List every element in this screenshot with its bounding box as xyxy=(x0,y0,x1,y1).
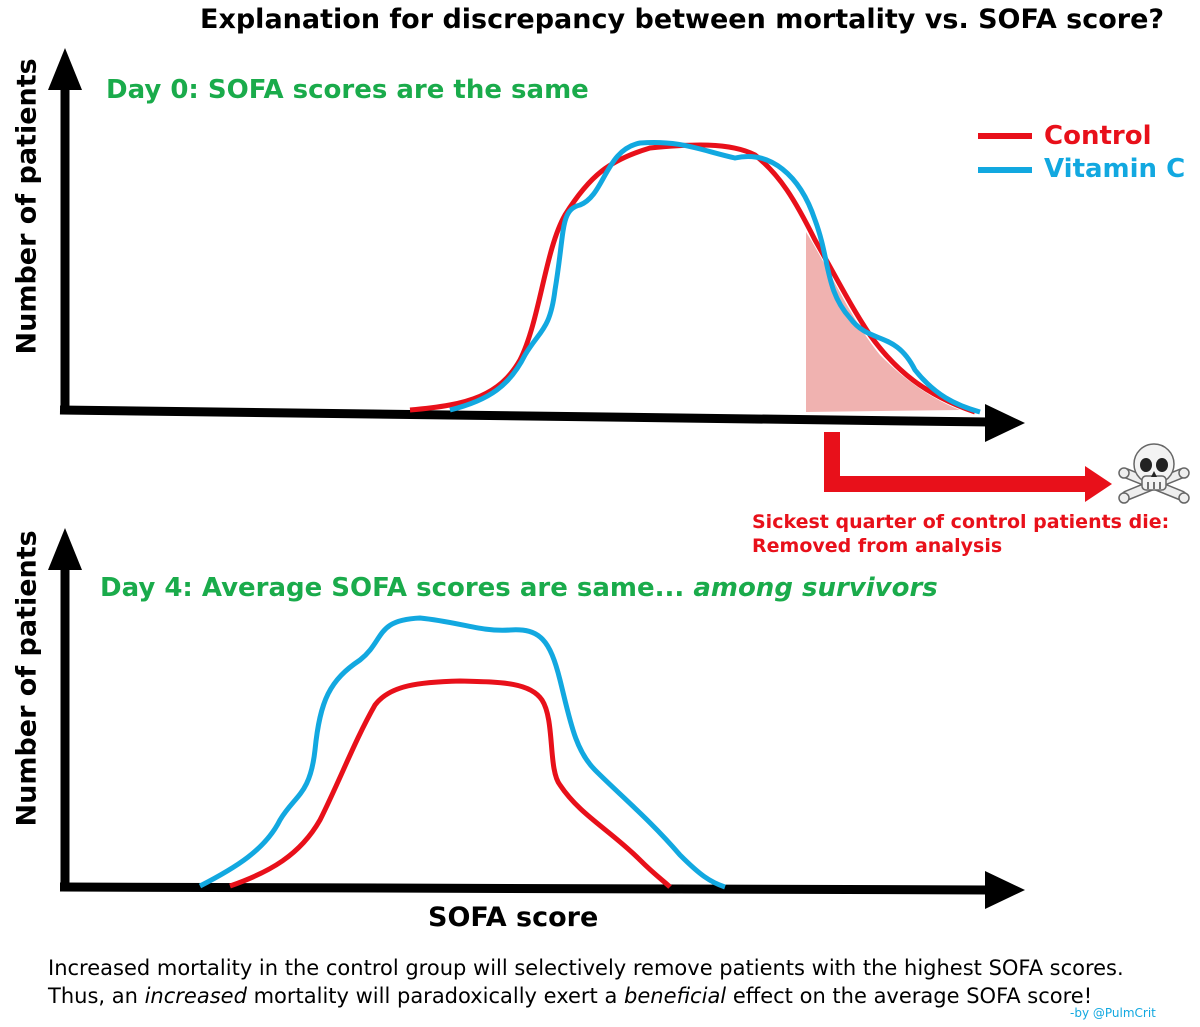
footer-line2-beneficial: beneficial xyxy=(624,984,727,1008)
footer-line1: Increased mortality in the control group… xyxy=(48,956,1124,980)
day4-label-main: Day 4: Average SOFA scores are same... xyxy=(100,573,694,603)
skull-and-crossbones-icon xyxy=(1118,443,1190,504)
bottom-vitamin-c-curve xyxy=(198,615,726,890)
death-note-line2: Removed from analysis xyxy=(752,535,1003,557)
day0-label: Day 0: SOFA scores are the same xyxy=(106,75,589,105)
legend-vitamin-c-label: Vitamin C xyxy=(1044,154,1186,184)
bottom-chart-axes xyxy=(48,528,1025,909)
day4-label: Day 4: Average SOFA scores are same... a… xyxy=(100,573,938,603)
top-vitamin-c-curve xyxy=(449,139,981,415)
footer-line2-a: Thus, an xyxy=(48,984,145,1008)
bottom-control-curve xyxy=(229,678,672,889)
day4-label-italic: among survivors xyxy=(693,573,938,603)
x-axis-label: SOFA score xyxy=(428,902,599,933)
bottom-y-axis-label: Number of patients xyxy=(11,530,43,827)
author-credit: -by @PulmCrit xyxy=(1070,1006,1156,1020)
footer-line2-c: mortality will paradoxically exert a xyxy=(246,984,625,1008)
death-arrow xyxy=(824,432,1112,502)
top-control-curve xyxy=(409,142,976,415)
footer-line2-e: effect on the average SOFA score! xyxy=(726,984,1093,1008)
footer-line2-increased: increased xyxy=(144,984,247,1008)
footer-line2: Thus, an increased mortality will parado… xyxy=(48,984,1092,1008)
top-y-axis-label: Number of patients xyxy=(11,58,43,355)
legend-control-label: Control xyxy=(1044,121,1152,151)
death-note-line1: Sickest quarter of control patients die: xyxy=(752,511,1170,533)
top-chart-axes xyxy=(48,48,1025,442)
removed-sickest-shaded-area xyxy=(806,232,960,412)
page-title: Explanation for discrepancy between mort… xyxy=(200,4,1165,35)
